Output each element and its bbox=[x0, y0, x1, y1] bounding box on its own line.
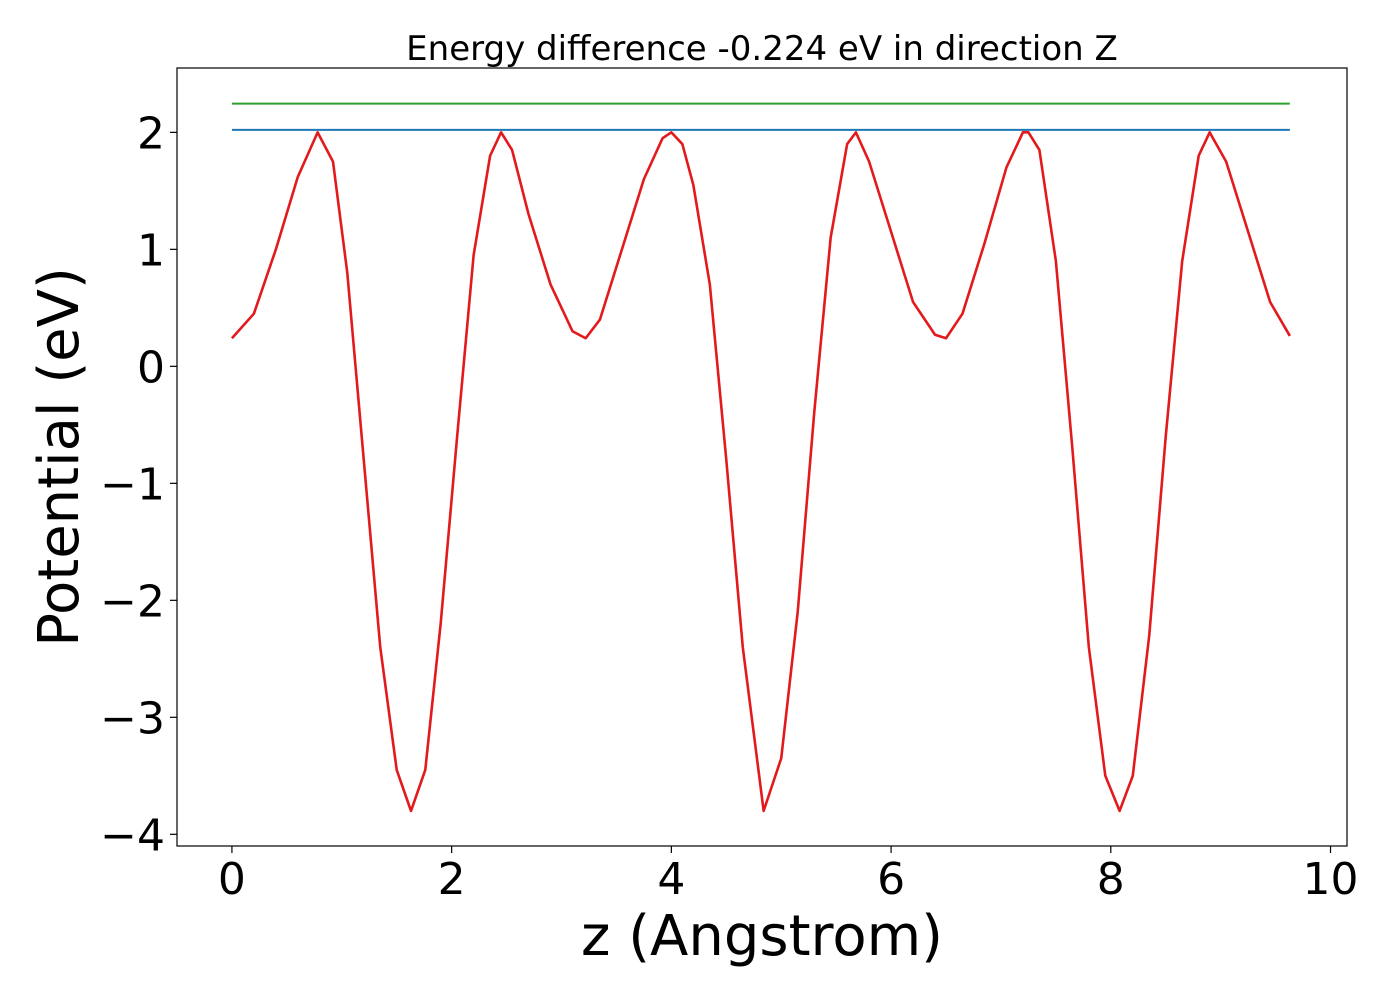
y-axis-label: Potential (eV) bbox=[27, 267, 92, 647]
y-tick-label: 0 bbox=[137, 342, 165, 393]
x-tick-label: 2 bbox=[438, 854, 466, 905]
series-layer bbox=[230, 102, 1291, 813]
y-axis: −4 −3 −2 −1 0 1 2 bbox=[100, 108, 177, 861]
y-tick-label: −4 bbox=[100, 810, 165, 861]
plot-frame bbox=[176, 67, 1348, 847]
chart-title: Energy difference -0.224 eV in direction… bbox=[406, 29, 1118, 69]
y-tick-label: −3 bbox=[100, 693, 165, 744]
y-tick-label: −1 bbox=[100, 459, 165, 510]
x-axis-label: z (Angstrom) bbox=[581, 904, 943, 969]
x-tick-label: 4 bbox=[657, 854, 685, 905]
x-tick-label: 6 bbox=[877, 854, 905, 905]
x-tick-label: 0 bbox=[218, 854, 246, 905]
x-tick-label: 10 bbox=[1303, 854, 1359, 905]
series-line-2 bbox=[230, 131, 1291, 813]
x-axis: 0 2 4 6 8 10 bbox=[218, 846, 1359, 905]
y-tick-label: 1 bbox=[137, 225, 165, 276]
y-tick-label: −2 bbox=[100, 576, 165, 627]
y-tick-label: 2 bbox=[137, 108, 165, 159]
x-tick-label: 8 bbox=[1097, 854, 1125, 905]
